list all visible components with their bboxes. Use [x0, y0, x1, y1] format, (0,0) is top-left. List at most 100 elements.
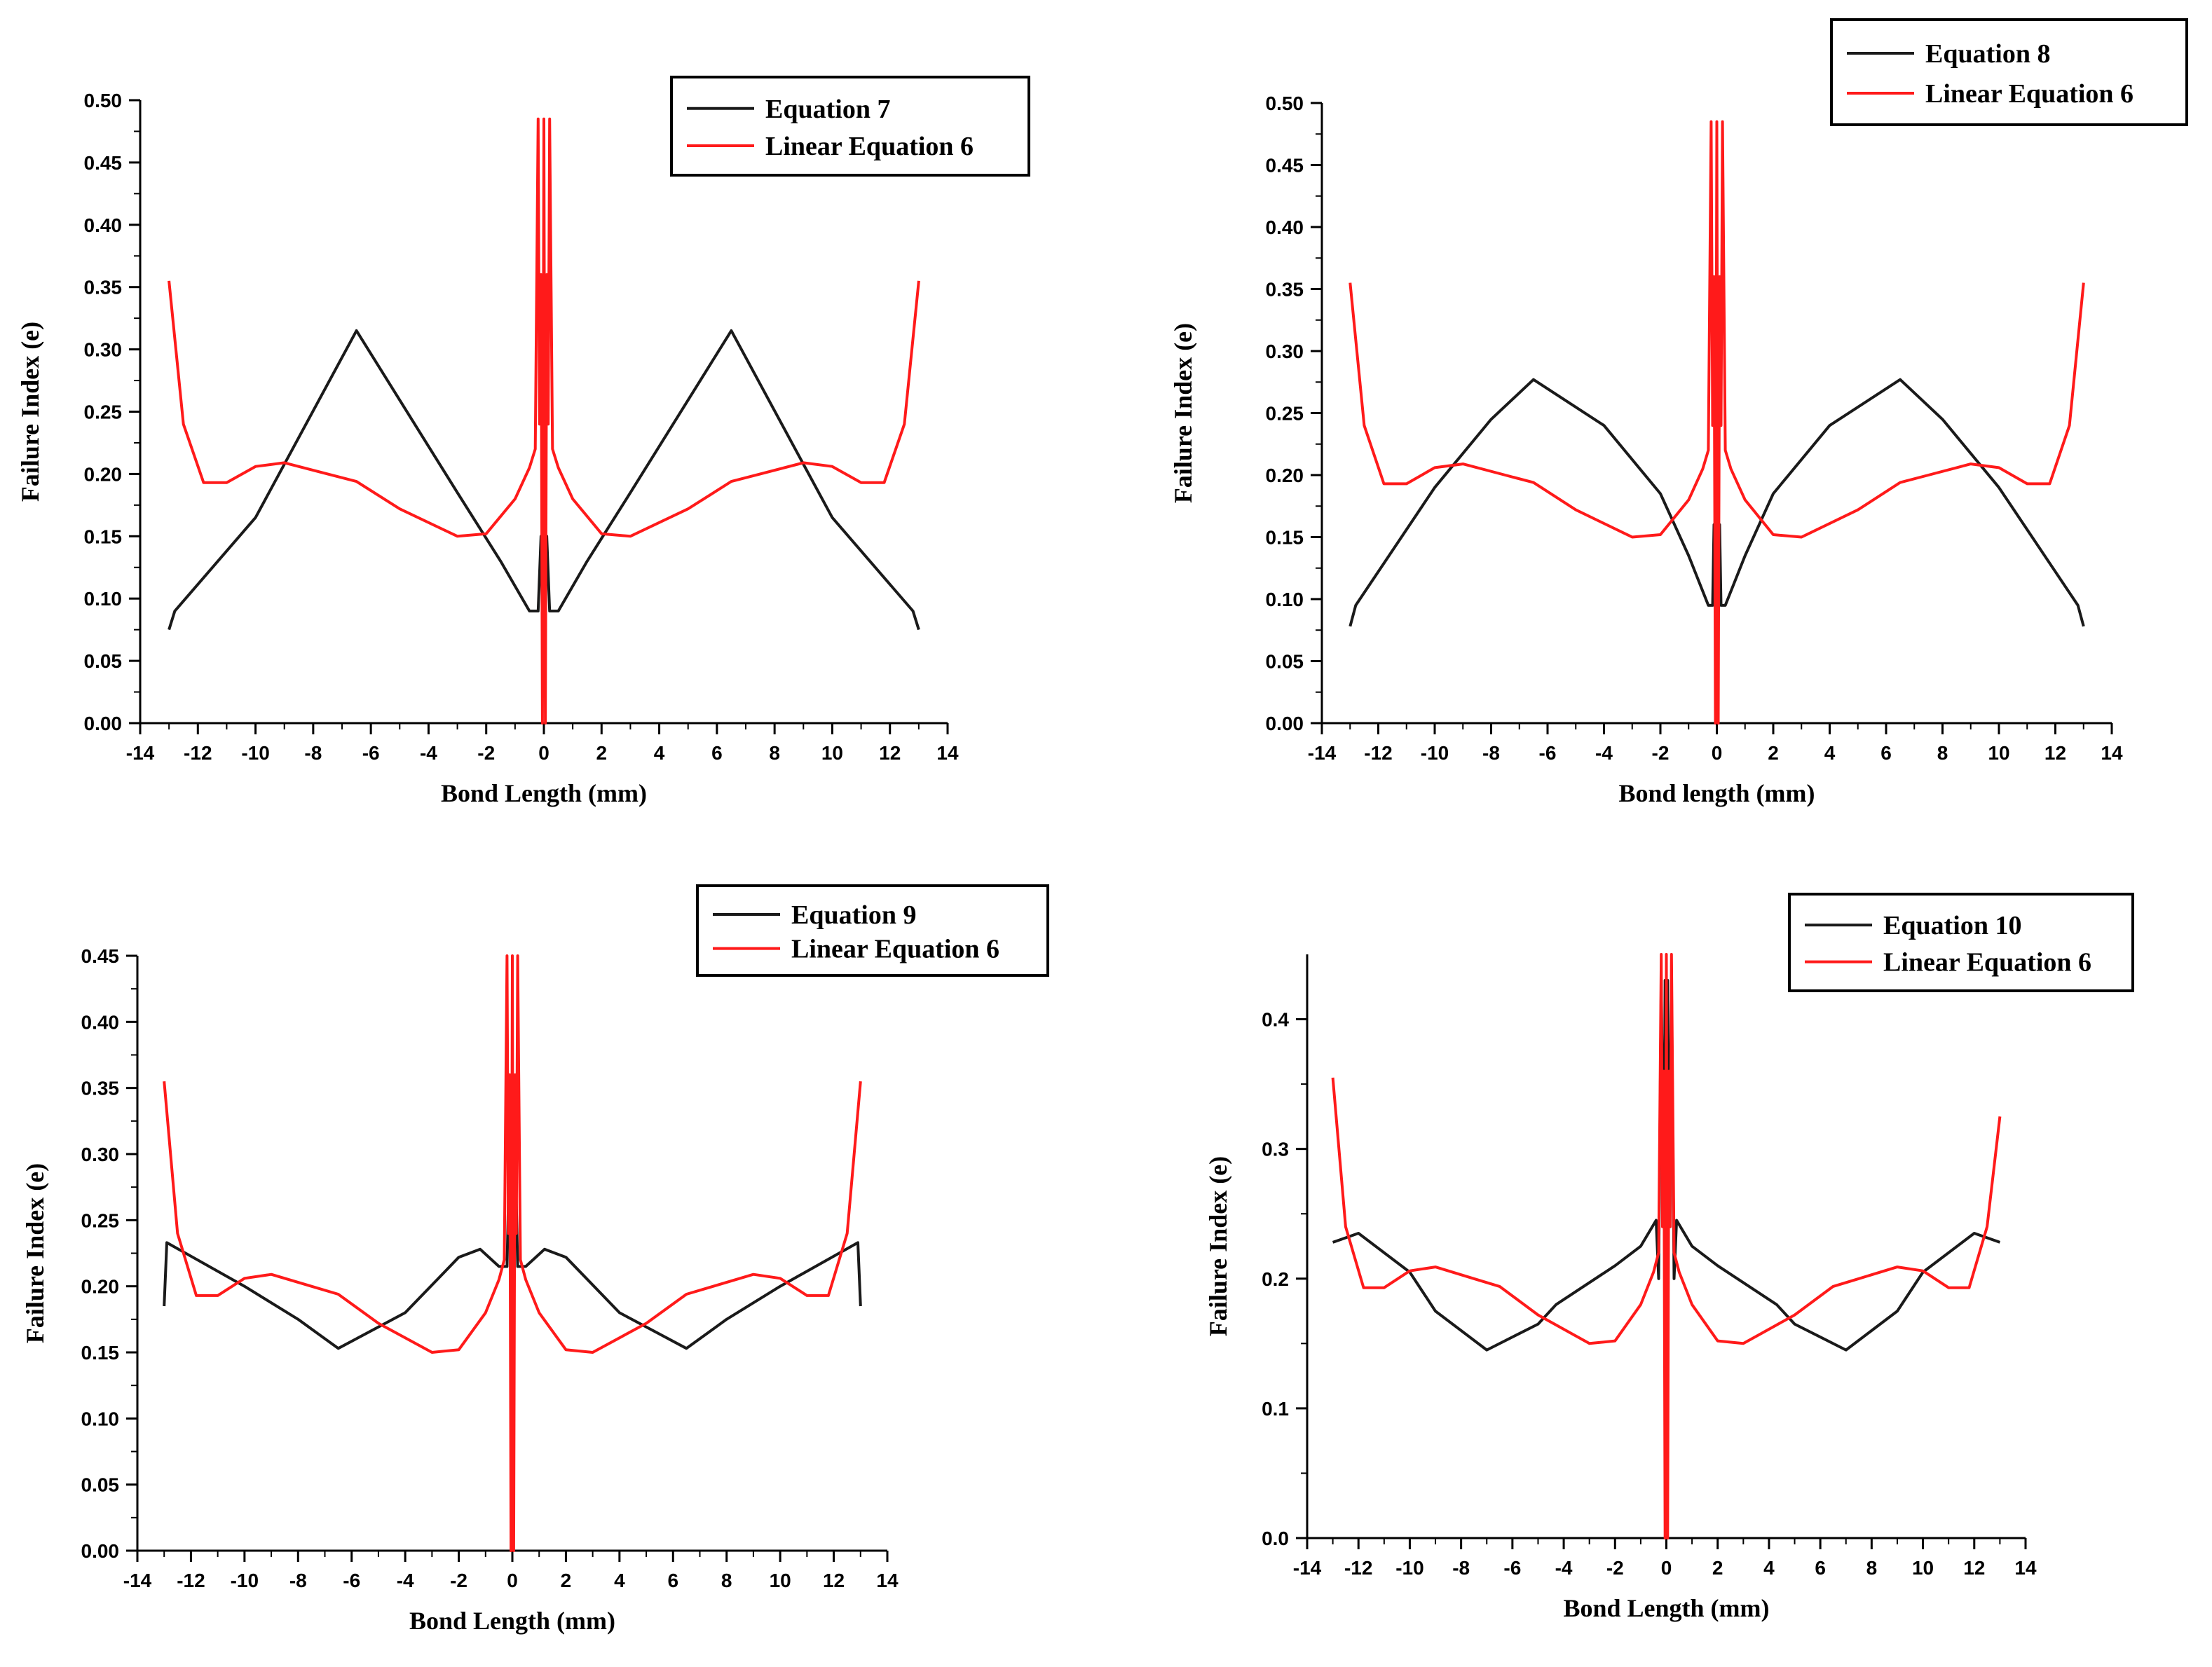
x-tick-label: -4 — [1555, 1557, 1573, 1579]
x-tick-label: 2 — [1712, 1557, 1723, 1579]
y-tick-label: 0.40 — [84, 214, 123, 236]
legend: Equation 7 Linear Equation 6 — [670, 76, 1030, 177]
y-tick-label: 0.10 — [84, 588, 123, 610]
y-tick-label: 0.00 — [1266, 713, 1304, 734]
x-tick-label: -4 — [420, 742, 437, 764]
y-tick-label: 0.0 — [1262, 1528, 1289, 1549]
x-tick-label: -10 — [1395, 1557, 1424, 1579]
x-tick-label: 4 — [614, 1570, 625, 1591]
legend-label: Equation 10 — [1883, 911, 2021, 940]
x-tick-label: -12 — [1344, 1557, 1372, 1579]
x-tick-label: 12 — [1963, 1557, 1985, 1579]
legend: Equation 8 Linear Equation 6 — [1830, 18, 2188, 126]
legend-label: Linear Equation 6 — [765, 132, 974, 161]
y-tick-label: 0.35 — [84, 277, 123, 299]
y-tick-label: 0.10 — [81, 1408, 120, 1429]
x-tick-label: -10 — [1421, 742, 1449, 764]
x-tick-label: 6 — [1815, 1557, 1826, 1579]
x-tick-label: 10 — [1988, 742, 2009, 764]
series-line-linear-equation-6 — [163, 954, 862, 1552]
chart-panel-bottom-left: -14 -12 -10 -8 -6 -4 -2 0 2 4 6 8 10 12 14 0.00 0.05 0.10… — [21, 884, 1049, 1635]
y-tick-label: 0.10 — [1266, 589, 1304, 610]
x-tick-label: 2 — [561, 1570, 572, 1591]
x-tick-label: -4 — [1595, 742, 1613, 764]
y-tick-label: 0.30 — [1266, 341, 1304, 362]
series-line-linear-equation-6 — [1331, 953, 2002, 1539]
chart-panel-top-right: -14 -12 -10 -8 -6 -4 -2 0 2 4 6 8 10 12 14 0.00 0.05 0.10… — [1169, 18, 2188, 807]
x-tick-label: 8 — [721, 1570, 732, 1591]
x-tick-label: 10 — [770, 1570, 791, 1591]
y-tick-label: 0.2 — [1262, 1268, 1289, 1290]
x-tick-label: 14 — [2101, 742, 2123, 764]
x-tick-label: 14 — [936, 742, 959, 764]
chart-panel-bottom-right: -14 -12 -10 -8 -6 -4 -2 0 2 4 6 8 10 12 14 0.0 0.1 0.2 0.3… — [1204, 893, 2134, 1622]
x-axis-title: Bond Length (mm) — [441, 779, 647, 807]
y-tick-label: 0.00 — [81, 1540, 120, 1562]
x-tick-label: 0 — [507, 1570, 518, 1591]
x-tick-label: 0 — [538, 742, 549, 764]
y-tick-label: 0.50 — [84, 90, 123, 111]
x-tick-label: -8 — [1482, 742, 1500, 764]
y-tick-label: 0.15 — [84, 526, 123, 547]
x-tick-label: -8 — [289, 1570, 307, 1591]
series-line-linear-equation-6 — [1349, 120, 2085, 725]
y-tick-label: 0.45 — [81, 945, 120, 967]
x-tick-label: -14 — [126, 742, 155, 764]
y-tick-label: 0.05 — [84, 650, 123, 672]
x-tick-label: 14 — [2014, 1557, 2037, 1579]
x-tick-label: 12 — [879, 742, 901, 764]
y-tick-label: 0.45 — [84, 152, 123, 174]
x-tick-label: 8 — [1937, 742, 1948, 764]
x-axis-title: Bond Length (mm) — [1563, 1594, 1769, 1622]
x-tick-label: 4 — [654, 742, 665, 764]
chart-panel-top-left: -14 -12 -10 -8 -6 -4 -2 0 2 4 6 8 10 12 14 0.00 0.05 0.10… — [16, 76, 1030, 807]
legend-box — [1788, 893, 2134, 992]
y-tick-label: 0.05 — [81, 1474, 120, 1496]
y-tick-label: 0.40 — [81, 1011, 120, 1033]
x-tick-label: 12 — [823, 1570, 845, 1591]
x-tick-label: 6 — [1880, 742, 1892, 764]
x-tick-label: 0 — [1712, 742, 1723, 764]
y-tick-label: 0.20 — [81, 1276, 120, 1298]
y-tick-label: 0.05 — [1266, 651, 1304, 673]
legend-label: Linear Equation 6 — [1883, 948, 2091, 977]
y-tick-label: 0.4 — [1262, 1009, 1289, 1031]
x-tick-label: -6 — [343, 1570, 360, 1591]
legend-label: Equation 9 — [791, 900, 916, 930]
x-tick-label: 12 — [2044, 742, 2066, 764]
y-axis-title: Failure Index (e) — [1204, 1156, 1232, 1336]
y-axis-title: Failure Index (e) — [1169, 323, 1197, 503]
y-axis-title: Failure Index (e) — [21, 1163, 49, 1343]
y-tick-label: 0.35 — [1266, 279, 1304, 301]
y-tick-label: 0.20 — [84, 463, 123, 485]
y-axis-title: Failure Index (e) — [16, 322, 44, 502]
x-tick-label: -14 — [123, 1570, 152, 1591]
x-tick-label: 8 — [1866, 1557, 1878, 1579]
y-tick-label: 0.25 — [1266, 403, 1304, 425]
legend: Equation 10 Linear Equation 6 — [1788, 893, 2134, 992]
legend-box — [696, 884, 1049, 977]
x-tick-label: 0 — [1661, 1557, 1672, 1579]
y-tick-label: 0.15 — [81, 1342, 120, 1364]
x-tick-label: 10 — [1912, 1557, 1934, 1579]
x-tick-label: -6 — [1539, 742, 1557, 764]
x-tick-label: -14 — [1293, 1557, 1322, 1579]
y-tick-label: 0.15 — [1266, 527, 1304, 549]
x-tick-label: 6 — [667, 1570, 678, 1591]
x-tick-label: -14 — [1308, 742, 1337, 764]
y-tick-label: 0.3 — [1262, 1139, 1289, 1160]
y-tick-label: 0.00 — [84, 713, 123, 734]
legend: Equation 9 Linear Equation 6 — [696, 884, 1049, 977]
x-tick-label: -6 — [362, 742, 380, 764]
x-tick-label: -4 — [397, 1570, 414, 1591]
y-tick-label: 0.35 — [81, 1078, 120, 1099]
x-axis-title: Bond Length (mm) — [409, 1607, 615, 1635]
x-tick-label: 2 — [1768, 742, 1779, 764]
x-tick-label: 4 — [1824, 742, 1836, 764]
x-tick-label: -10 — [231, 1570, 259, 1591]
y-tick-label: 0.25 — [84, 402, 123, 423]
x-tick-label: -2 — [1652, 742, 1670, 764]
x-tick-label: 10 — [821, 742, 843, 764]
legend-label: Equation 7 — [765, 95, 890, 124]
